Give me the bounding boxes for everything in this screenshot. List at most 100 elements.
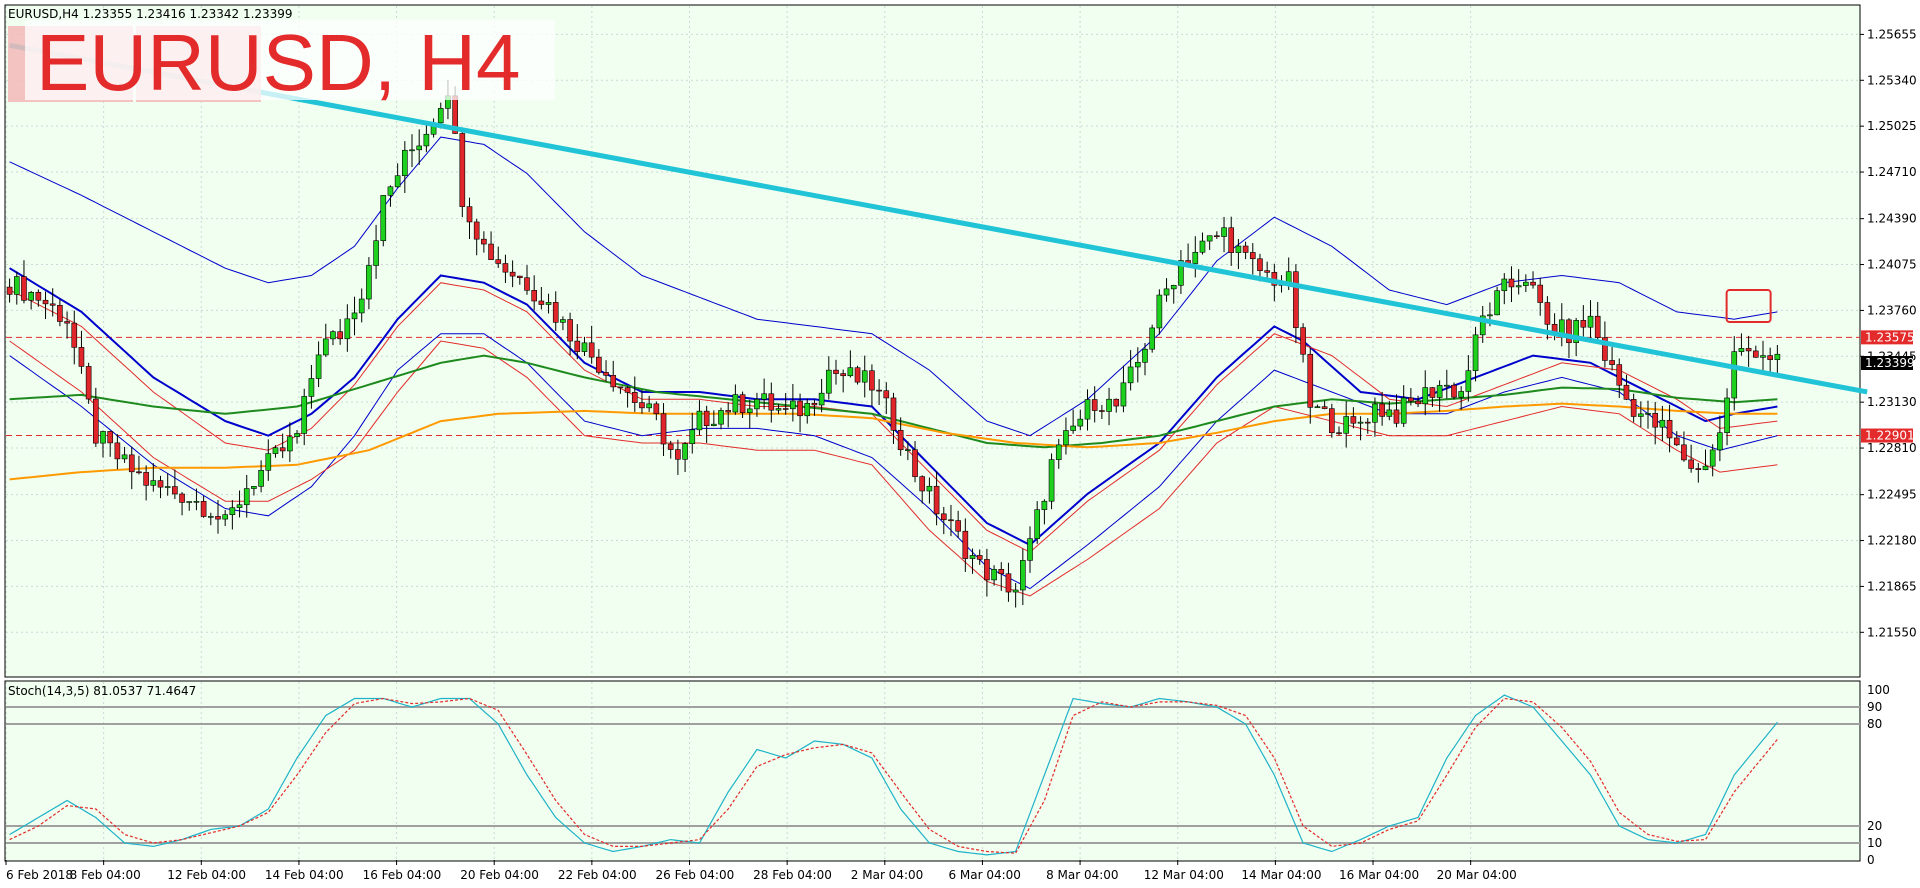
candle-body xyxy=(315,354,322,379)
candle-body xyxy=(1178,260,1184,286)
candle-body xyxy=(1774,353,1781,360)
candle-body xyxy=(1034,509,1041,539)
candle-body xyxy=(35,292,42,301)
candle-body xyxy=(28,292,34,301)
candle-body xyxy=(897,429,904,451)
candle-body xyxy=(100,431,106,444)
candle-body xyxy=(1537,284,1544,303)
stoch-level-label: 90 xyxy=(1867,700,1882,714)
grid xyxy=(5,6,1860,860)
candle-body xyxy=(1357,421,1364,424)
price-tick-label: 1.25655 xyxy=(1867,27,1917,41)
candle-body xyxy=(1221,227,1227,237)
candle-body xyxy=(790,400,796,410)
stoch-level-label: 10 xyxy=(1867,836,1882,850)
candle-body xyxy=(976,555,983,560)
candle-body xyxy=(1329,408,1335,434)
candle-body xyxy=(394,175,401,188)
main-panel-bg xyxy=(4,4,1861,678)
candle-body xyxy=(1300,327,1306,355)
candle-body xyxy=(890,397,897,431)
candle-body xyxy=(1307,353,1314,408)
candle-body xyxy=(1228,227,1235,253)
candle-body xyxy=(128,454,135,473)
candle-body xyxy=(1242,245,1249,253)
candle-body xyxy=(1602,337,1608,361)
candle-body xyxy=(596,356,602,373)
candle-body xyxy=(1630,399,1637,417)
candle-body xyxy=(847,367,854,377)
stochastic-plot xyxy=(6,694,1860,856)
candle-body xyxy=(617,386,624,389)
candle-body xyxy=(1695,468,1702,470)
candle-body xyxy=(1443,384,1450,387)
candle-body xyxy=(1530,281,1536,286)
candle-body xyxy=(1379,403,1385,417)
candle-body xyxy=(387,186,394,196)
time-tick-label: 8 Mar 04:00 xyxy=(1046,868,1119,882)
candle-body xyxy=(567,319,573,342)
candle-body xyxy=(272,447,279,454)
candle-body xyxy=(667,443,674,450)
candle-body xyxy=(1688,459,1694,469)
candle-body xyxy=(969,555,976,559)
candle-body xyxy=(1623,384,1630,400)
candle-body xyxy=(71,322,78,348)
candle-body xyxy=(725,410,732,413)
candle-body xyxy=(1451,384,1457,398)
price-tick-label: 1.22495 xyxy=(1867,488,1917,502)
candle-body xyxy=(581,342,588,352)
candle-body xyxy=(531,290,537,302)
candle-body xyxy=(1293,271,1299,328)
candle-body xyxy=(768,393,775,411)
candle-body xyxy=(344,318,351,340)
candles xyxy=(6,79,1781,608)
candle-body xyxy=(143,472,149,486)
candle-body xyxy=(926,485,933,492)
candle-body xyxy=(1479,315,1486,336)
candle-body xyxy=(869,370,875,391)
candle-body xyxy=(660,413,667,445)
candle-body xyxy=(991,568,997,581)
candle-body xyxy=(984,559,990,581)
price-axis: 1.25655 1.25340 1.25025 1.24710 1.24390 1.240… xyxy=(1860,27,1917,639)
candle-body xyxy=(876,389,882,392)
candle-body xyxy=(1673,437,1680,446)
candle-body xyxy=(1264,270,1270,273)
candle-body xyxy=(1544,302,1551,325)
candle-body xyxy=(157,480,164,488)
candle-body xyxy=(825,369,832,394)
candle-body xyxy=(1249,252,1256,260)
price-tick-label: 1.24710 xyxy=(1867,165,1917,179)
candle-body xyxy=(818,392,825,406)
candle-body xyxy=(524,277,530,291)
stoch-k-line xyxy=(9,694,1778,856)
candle-body xyxy=(236,504,243,508)
candle-body xyxy=(107,431,114,444)
candle-body xyxy=(804,402,811,417)
time-tick-label: 8 Feb 04:00 xyxy=(70,868,141,882)
candle-body xyxy=(186,501,193,503)
candle-body xyxy=(200,501,207,517)
candle-body xyxy=(279,447,286,452)
candle-body xyxy=(682,443,688,460)
candle-body xyxy=(732,394,739,413)
candle-body xyxy=(639,402,645,409)
candle-body xyxy=(172,486,178,495)
candle-body xyxy=(308,378,315,397)
candle-body xyxy=(1566,319,1572,344)
candle-body xyxy=(1709,449,1716,467)
candle-body xyxy=(998,568,1005,575)
candle-body xyxy=(93,398,99,444)
candle-body xyxy=(1738,348,1745,352)
candle-body xyxy=(1149,327,1155,350)
candle-body xyxy=(1638,413,1644,417)
candle-body xyxy=(746,408,753,414)
candle-body xyxy=(1702,465,1709,470)
candle-body xyxy=(1523,281,1529,286)
candle-body xyxy=(1012,589,1019,593)
candle-body xyxy=(229,507,236,515)
